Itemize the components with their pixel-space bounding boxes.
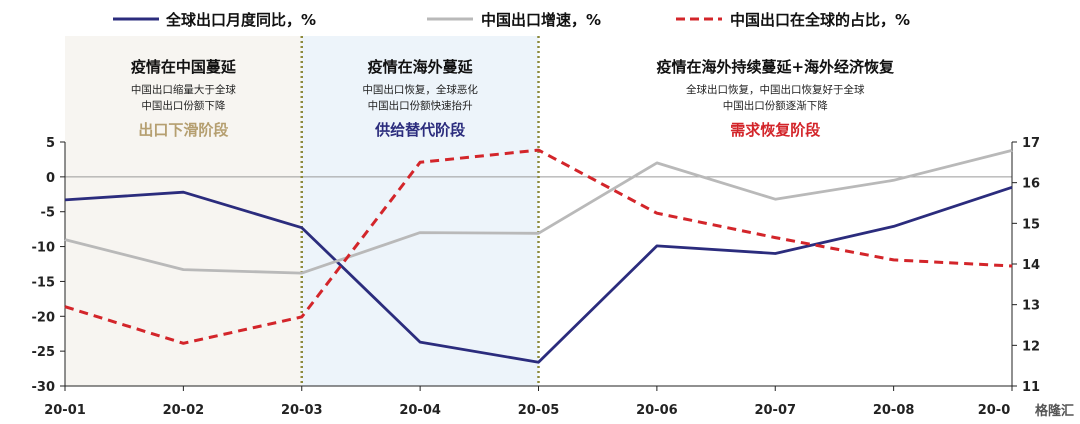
legend-label-1: 全球出口月度同比，%: [165, 11, 316, 29]
stage-note-1-2: 中国出口份额下降: [141, 99, 225, 112]
right-tick-label: 17: [1022, 136, 1040, 151]
series-line-3: [64, 148, 1013, 345]
stage-label-3: 需求恢复阶段: [730, 121, 820, 139]
stage-title-2: 疫情在海外蔓延: [368, 58, 474, 76]
series-line-1: [64, 185, 1013, 364]
x-tick-label: 20-04: [399, 403, 441, 418]
x-tick-label: 20-07: [754, 403, 796, 418]
stage-note-3-2: 中国出口份额逐渐下降: [723, 99, 828, 112]
axes: 5 0 -5 -10 -15 -20 -25 -30 17 16 15 14 13 12 11 20-01 20…: [32, 136, 1041, 418]
stage-note-2-2: 中国出口份额快速抬升: [368, 99, 473, 112]
legend-label-2: 中国出口增速，%: [481, 11, 601, 29]
x-tick-label: 20-0: [978, 403, 1011, 418]
right-tick-label: 15: [1022, 217, 1040, 232]
x-tick-label: 20-05: [518, 403, 560, 418]
stage-note-1-1: 中国出口缩量大于全球: [131, 83, 236, 96]
stage-backgrounds: [65, 36, 1012, 386]
watermark-text: 格隆汇: [1035, 403, 1074, 419]
right-tick-label: 14: [1022, 258, 1040, 273]
stage-title-1: 疫情在中国蔓延: [131, 58, 237, 76]
legend-label-3: 中国出口在全球的占比，%: [730, 11, 910, 29]
right-tick-label: 16: [1022, 177, 1040, 192]
left-tick-label: 5: [46, 136, 55, 151]
x-tick-label: 20-06: [636, 403, 678, 418]
stage-title-3: 疫情在海外持续蔓延+海外经济恢复: [656, 58, 895, 76]
stage-dividers: [300, 36, 540, 386]
left-tick-label: -20: [32, 310, 56, 325]
left-tick-label: -5: [41, 206, 55, 221]
series-line-2: [64, 149, 1013, 275]
watermark: 格隆汇: [1035, 403, 1074, 419]
right-tick-label: 11: [1022, 380, 1040, 395]
x-tick-label: 20-03: [281, 403, 323, 418]
left-tick-label: -25: [32, 345, 56, 360]
x-tick-label: 20-01: [44, 403, 86, 418]
series: [64, 148, 1013, 364]
stage-background-3: [538, 36, 1012, 386]
stage-note-2-1: 中国出口恢复，全球恶化: [362, 83, 478, 96]
x-tick-label: 20-08: [873, 403, 915, 418]
left-tick-label: -15: [32, 275, 56, 290]
stage-note-3-1: 全球出口恢复，中国出口恢复好于全球: [686, 83, 865, 96]
legend: 全球出口月度同比，% 中国出口增速，% 中国出口在全球的占比，%: [113, 11, 910, 29]
stage-label-1: 出口下滑阶段: [138, 121, 228, 139]
right-tick-label: 12: [1022, 339, 1040, 354]
stage-background-2: [301, 36, 539, 386]
stage-background-1: [65, 36, 302, 386]
right-tick-label: 13: [1022, 299, 1040, 314]
x-tick-label: 20-02: [163, 403, 205, 418]
left-tick-label: -30: [32, 380, 56, 395]
left-tick-label: 0: [46, 171, 55, 186]
left-tick-label: -10: [32, 241, 56, 256]
stage-label-2: 供给替代阶段: [374, 121, 465, 139]
